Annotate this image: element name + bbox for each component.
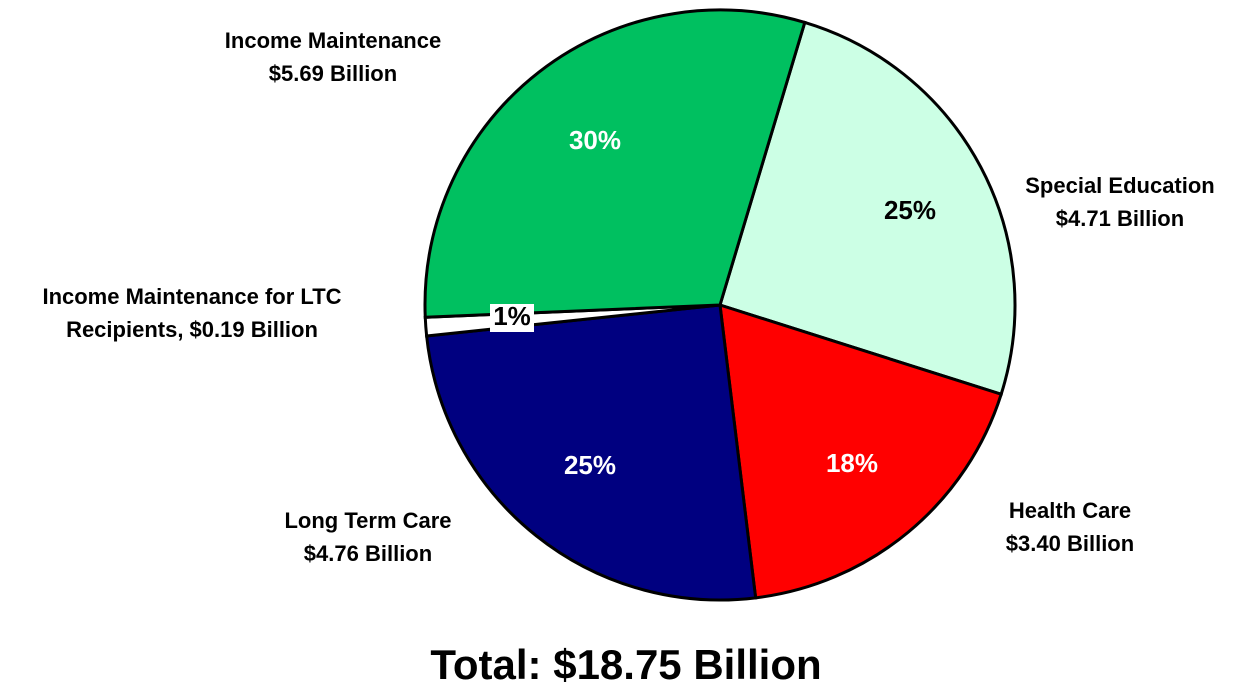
category-label: Long Term Care [284, 508, 451, 533]
percent-label: 25% [884, 195, 936, 225]
percent-label: 1% [493, 301, 531, 331]
pie-slice [718, 20, 1017, 397]
category-label: $3.40 Billion [1006, 531, 1134, 556]
pie-slice [423, 8, 807, 319]
category-label: $5.69 Billion [269, 61, 397, 86]
category-label: Recipients, $0.19 Billion [66, 317, 318, 342]
category-label: Income Maintenance for LTC [42, 284, 341, 309]
category-label: Income Maintenance [225, 28, 441, 53]
percent-label: 30% [569, 125, 621, 155]
label-box [490, 304, 534, 332]
percent-label: 25% [564, 450, 616, 480]
category-label: Special Education [1025, 173, 1215, 198]
percent-label: 18% [826, 448, 878, 478]
pie-slice [718, 302, 1004, 600]
pie-slice [424, 303, 758, 602]
category-label: $4.76 Billion [304, 541, 432, 566]
total-label: Total: $18.75 Billion [430, 641, 821, 688]
category-label: $4.71 Billion [1056, 206, 1184, 231]
category-label: Health Care [1009, 498, 1131, 523]
